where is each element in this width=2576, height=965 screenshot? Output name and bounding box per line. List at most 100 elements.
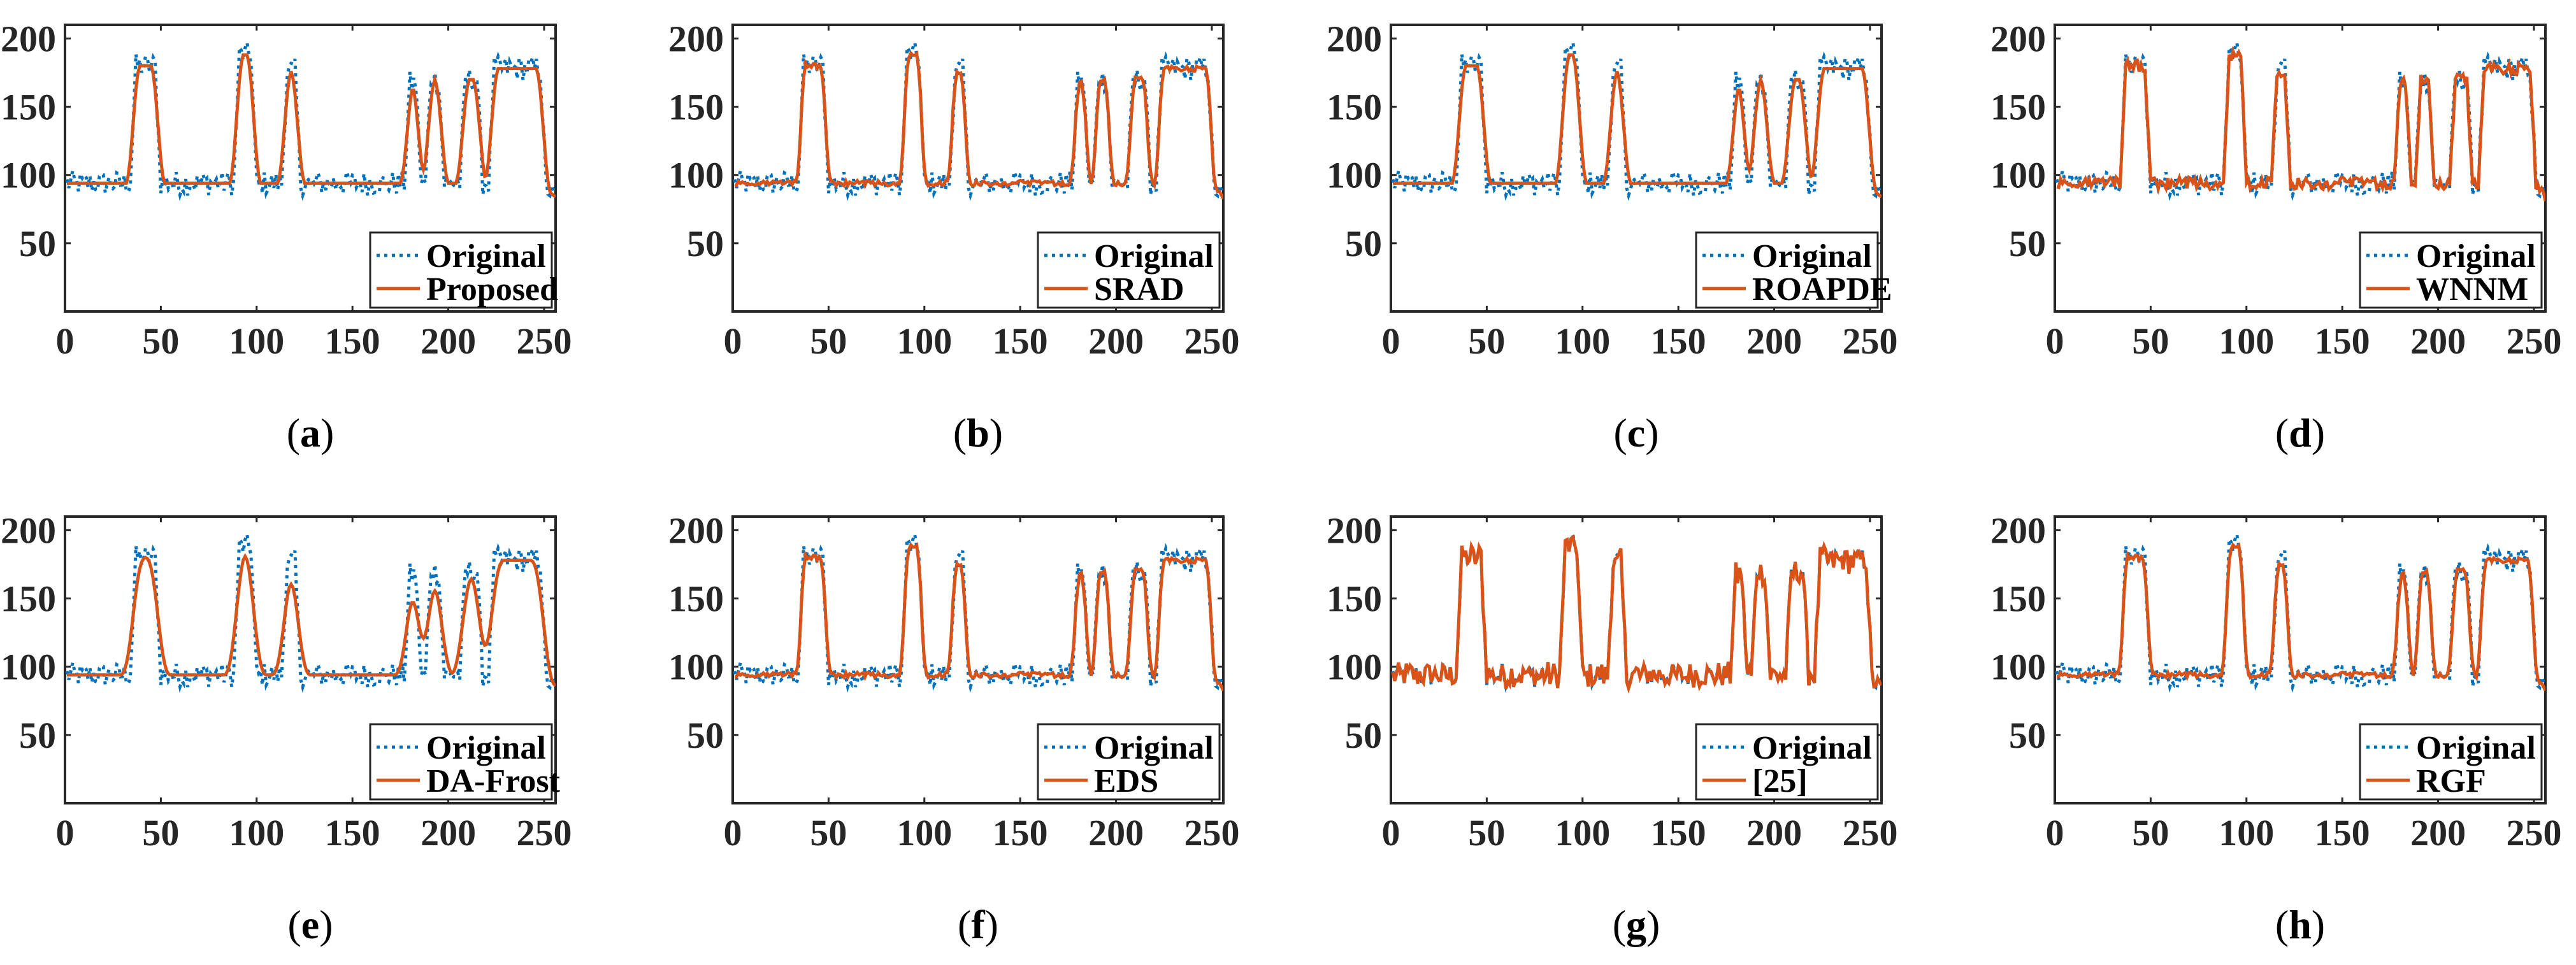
x-tick-label: 50 — [142, 320, 179, 362]
legend-original-label: Original — [426, 238, 546, 275]
y-tick-label: 150 — [1990, 578, 2046, 620]
y-tick-label: 100 — [1990, 647, 2046, 688]
legend-box — [369, 231, 553, 309]
caption-letter: f — [971, 902, 985, 947]
panel-caption: (a) — [287, 410, 335, 455]
x-tick-label: 0 — [1382, 320, 1400, 362]
caption-open: ( — [958, 902, 971, 947]
x-tick-label: 0 — [56, 812, 75, 854]
series-original-line — [2055, 36, 2545, 201]
legend-method-label: SRAD — [1094, 271, 1184, 308]
x-tick-label: 250 — [516, 812, 572, 854]
caption-close: ) — [985, 902, 998, 947]
x-tick-label: 50 — [142, 812, 179, 854]
legend-method-label: [25] — [1752, 763, 1808, 799]
x-tick-label: 250 — [1842, 812, 1897, 854]
y-tick-label: 100 — [1, 155, 56, 196]
y-tick-label: 150 — [1327, 87, 1382, 128]
x-tick-label: 0 — [2046, 320, 2064, 362]
y-tick-label: 50 — [1345, 223, 1382, 264]
x-tick-label: 250 — [2506, 320, 2561, 362]
y-tick-label: 100 — [1327, 647, 1382, 688]
y-tick-label: 200 — [668, 18, 724, 59]
series-original-line — [65, 528, 556, 693]
caption-close: ) — [1646, 902, 1660, 947]
y-tick-label: 100 — [1327, 155, 1382, 196]
caption-letter: g — [1626, 902, 1646, 947]
legend-original-label: Original — [1752, 730, 1872, 766]
x-tick-label: 0 — [2046, 812, 2064, 854]
series-srad-line — [734, 50, 1223, 200]
x-tick-label: 150 — [2315, 812, 2370, 854]
panel-caption: (b) — [953, 410, 1003, 455]
x-tick-label: 50 — [810, 812, 847, 854]
x-tick-label: 100 — [2219, 812, 2274, 854]
x-tick-label: 0 — [1382, 812, 1400, 854]
y-tick-label: 50 — [19, 715, 56, 756]
x-tick-label: 250 — [2506, 812, 2561, 854]
x-tick-label: 100 — [2219, 320, 2274, 362]
panel-c: 0 50 100 150 200 250 50 100 150 200 OriginalROAPDE… — [1327, 18, 1897, 455]
x-tick-label: 200 — [421, 812, 476, 854]
caption-open: ( — [287, 410, 300, 455]
x-tick-label: 150 — [2315, 320, 2370, 362]
x-tick-label: 50 — [810, 320, 847, 362]
x-tick-label: 0 — [56, 320, 75, 362]
caption-open: ( — [953, 410, 967, 455]
caption-letter: c — [1627, 410, 1645, 455]
panel-g: 0 50 100 150 200 250 50 100 150 200 Original[25] (g… — [1327, 510, 1897, 947]
x-tick-label: 50 — [2132, 320, 2169, 362]
series-original-line — [733, 528, 1223, 693]
caption-open: ( — [2275, 902, 2289, 947]
x-tick-label: 0 — [724, 812, 742, 854]
caption-letter: d — [2289, 410, 2312, 455]
caption-open: ( — [1613, 410, 1627, 455]
x-tick-label: 150 — [325, 812, 380, 854]
y-tick-label: 150 — [668, 578, 724, 620]
legend-method-label: WNNM — [2416, 271, 2528, 308]
y-tick-label: 200 — [1990, 510, 2046, 551]
y-tick-label: 50 — [1345, 715, 1382, 756]
x-tick-label: 150 — [325, 320, 380, 362]
x-tick-label: 150 — [1651, 320, 1706, 362]
legend-method-label: EDS — [1094, 763, 1158, 799]
x-tick-label: 200 — [1746, 812, 1802, 854]
x-tick-label: 150 — [993, 320, 1048, 362]
x-tick-label: 200 — [2410, 320, 2466, 362]
panel-caption: (e) — [287, 902, 333, 947]
caption-letter: e — [301, 902, 319, 947]
legend-box — [1695, 723, 1879, 801]
x-tick-label: 250 — [1842, 320, 1897, 362]
x-tick-label: 100 — [896, 320, 952, 362]
x-tick-label: 150 — [993, 812, 1048, 854]
y-tick-label: 200 — [1327, 510, 1382, 551]
caption-open: ( — [287, 902, 301, 947]
x-tick-label: 100 — [1555, 812, 1610, 854]
caption-open: ( — [2275, 410, 2289, 455]
panel-caption: (f) — [958, 902, 998, 947]
legend-original-label: Original — [1752, 238, 1872, 275]
y-tick-label: 200 — [1, 18, 56, 59]
legend-box — [1037, 231, 1221, 309]
y-tick-label: 150 — [1990, 87, 2046, 128]
y-tick-label: 100 — [668, 155, 724, 196]
x-tick-label: 50 — [2132, 812, 2169, 854]
y-tick-label: 150 — [668, 87, 724, 128]
x-tick-label: 150 — [1651, 812, 1706, 854]
panel-caption: (g) — [1613, 902, 1660, 947]
y-tick-label: 100 — [1990, 155, 2046, 196]
panel-caption: (h) — [2275, 902, 2325, 947]
x-tick-label: 100 — [896, 812, 952, 854]
x-tick-label: 50 — [1468, 320, 1505, 362]
caption-letter: h — [2289, 902, 2312, 947]
caption-close: ) — [2312, 902, 2325, 947]
caption-close: ) — [989, 410, 1003, 455]
